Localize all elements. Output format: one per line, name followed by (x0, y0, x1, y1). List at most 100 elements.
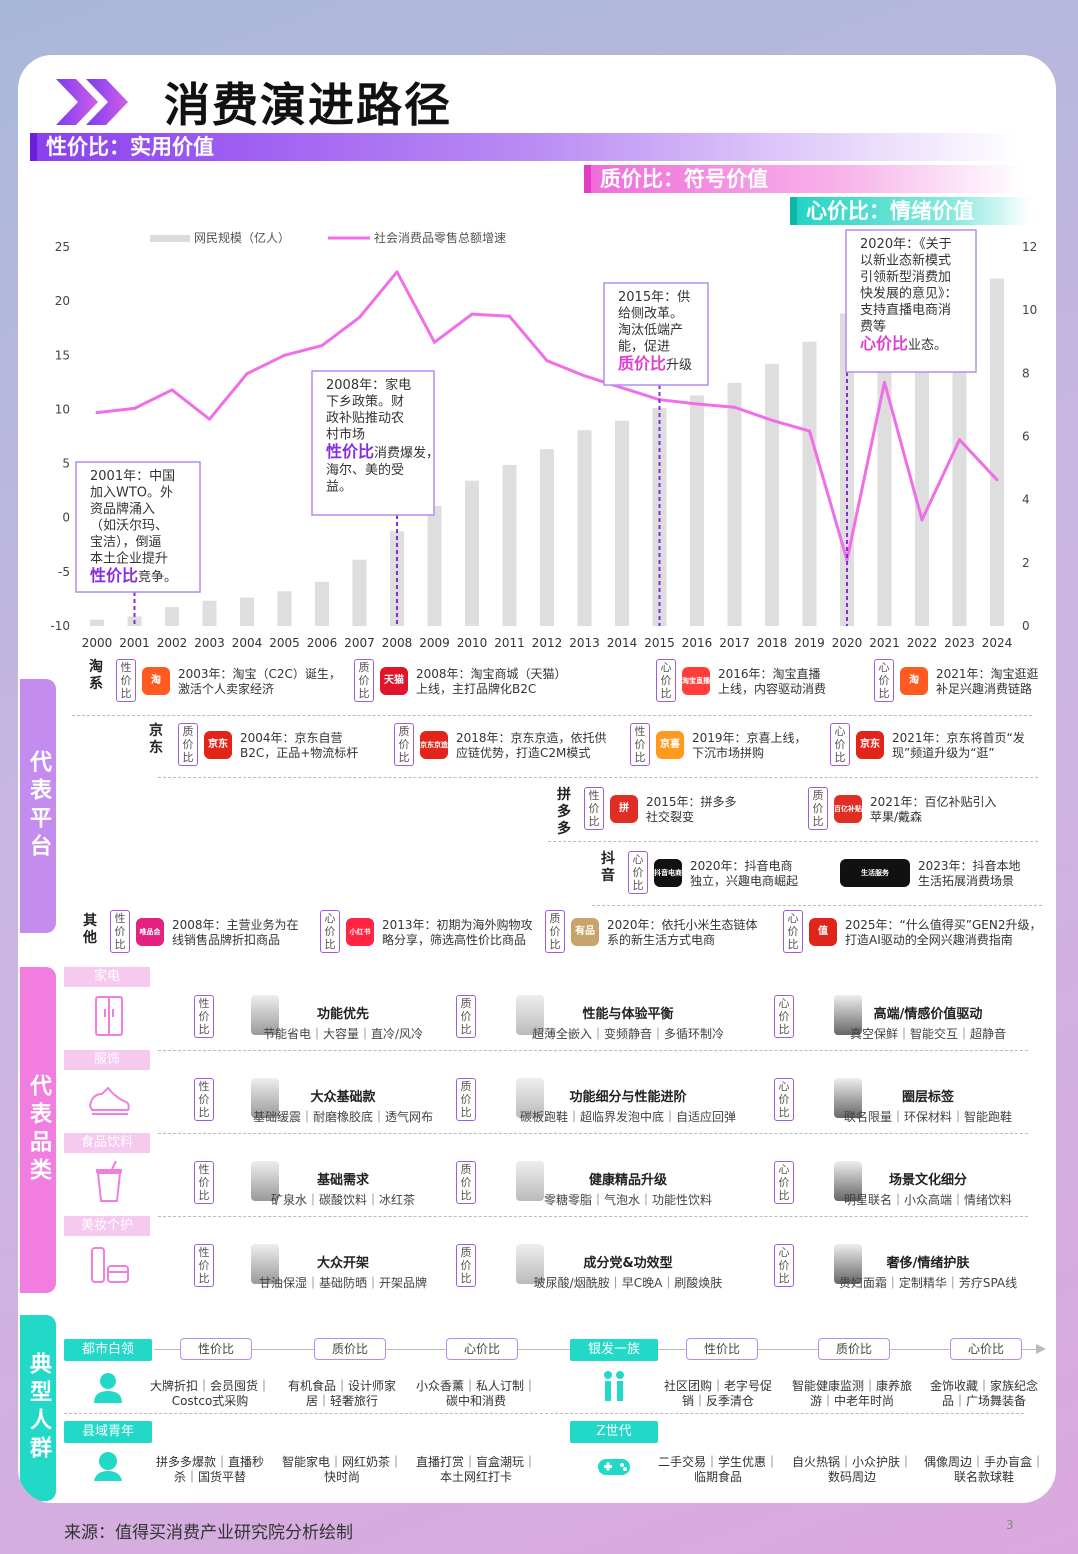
category-item-title: 奢侈/情绪护肤 (886, 1256, 970, 1271)
x-tick: 2015 (644, 636, 675, 650)
platform-logo-icon: 有品 (571, 918, 599, 946)
category-item-sub: 玻尿酸/烟酰胺｜早C晚A｜刷酸焕肤 (533, 1276, 723, 1290)
main-card: 消费演进路径 性价比：实用价值 质价比：符号价值 心价比：情绪价值 网民规模（亿… (18, 55, 1056, 1503)
platform-logo-icon: 拼 (610, 795, 638, 823)
crowd-header: 都市白领 (64, 1339, 152, 1361)
crowd-value-pill: 质价比 (818, 1338, 890, 1360)
source-note: 来源：值得买消费产业研究院分析绘制 (64, 1523, 353, 1543)
platform-logo-icon: 淘宝直播 (682, 667, 710, 695)
category-item-title: 大众基础款 (310, 1090, 376, 1105)
platform-event-text: 2018年：京东京造，依托供 (456, 731, 607, 745)
bar (202, 600, 217, 626)
value-tag: 性 价 比 (630, 723, 650, 766)
platform-logo-icon: 淘 (900, 667, 928, 695)
x-tick: 2001 (119, 636, 150, 650)
crowd-trait-text: 自火热锅｜小众护肤｜ 数码周边 (791, 1455, 912, 1484)
annotation-text: 质价比升级 (618, 354, 692, 373)
annotation-highlight: 心价比 (860, 334, 908, 353)
value-tag: 心 价 比 (783, 910, 803, 953)
crowd-trait-text: 金饰收藏｜家族纪念 品｜广场舞装备 (929, 1379, 1038, 1408)
value-tag: 心 价 比 (320, 910, 340, 953)
platform-event-text: B2C，正品+物流标杆 (240, 746, 359, 760)
platform-name-4: 其 他 (83, 913, 97, 946)
product-image-icon (251, 995, 279, 1035)
bar (352, 559, 367, 626)
product-image-icon (251, 1078, 279, 1118)
line-point (995, 478, 999, 482)
platform-event-text: 社交裂变 (646, 810, 695, 824)
platform-event-text: 现”频道升级为“逛” (892, 746, 995, 760)
annotation-text: 本土企业提升 (90, 551, 168, 567)
value-tag: 质 价 比 (354, 659, 374, 702)
y-right-tick: 4 (1022, 493, 1030, 507)
y-left-tick: 25 (55, 240, 70, 254)
bar (802, 341, 817, 626)
crowd-trait-text: 智能健康监测｜康养旅 游｜中老年时尚 (791, 1379, 912, 1408)
annotation-text: 能，促进 (618, 340, 670, 355)
platform-logo-icon: 淘 (142, 667, 170, 695)
annotation-text: 引领新型消费加 (860, 269, 951, 285)
category-icon-0 (86, 993, 132, 1039)
category-header: 美妆个护 (64, 1216, 150, 1236)
x-tick: 2016 (682, 636, 713, 650)
bar (577, 430, 592, 626)
platform-event-text: 激活个人卖家经济 (178, 682, 275, 696)
value-tag: 心 价 比 (830, 723, 850, 766)
platform-event-text: 2008年：淘宝商城（天猫） (416, 667, 567, 681)
platform-event-text: 2021年：百亿补贴引入 (870, 795, 997, 809)
y-left-tick: 20 (55, 294, 70, 308)
bar (690, 395, 704, 626)
crowd-trait-text: 大牌折扣｜会员囤货｜ Costco式采购 (149, 1379, 270, 1408)
value-tag: 心 价 比 (874, 659, 894, 702)
category-item-title: 基础需求 (316, 1173, 369, 1188)
x-tick: 2006 (307, 636, 338, 650)
annotation-box (311, 370, 435, 516)
category-item-sub: 超薄全嵌入｜变频静音｜多循环制冷 (531, 1027, 724, 1041)
category-icon-1 (86, 1076, 132, 1122)
product-image-icon (834, 995, 862, 1035)
platform-logo-icon: 天猫 (380, 667, 408, 695)
product-image-icon (834, 1161, 862, 1201)
annotation-highlight: 性价比 (326, 442, 374, 461)
y-right-tick: 2 (1022, 556, 1030, 570)
x-tick: 2000 (82, 636, 113, 650)
page-title: 消费演进路径 (164, 78, 452, 132)
platform-logo-icon: 京东 (856, 731, 884, 759)
annotation-text: 益。 (326, 480, 352, 495)
category-item-sub: 甘油保湿｜基础防晒｜开架品牌 (258, 1276, 427, 1290)
value-tag: 心 价 比 (774, 1078, 794, 1121)
platform-event-text: 2008年：主营业务为在 (172, 918, 299, 932)
legend-bar-label: 网民规模（亿人） (194, 230, 290, 245)
annotation-text: 海尔、美的受 (326, 462, 404, 478)
platform-logo-icon: 抖音电商 (654, 859, 682, 887)
separator-line (158, 1216, 1028, 1217)
separator-line (548, 841, 1038, 842)
value-tag: 心 价 比 (774, 1161, 794, 1204)
y-right-tick: 0 (1022, 619, 1030, 633)
x-tick: 2008 (382, 636, 413, 650)
band-xingjiabi: 性价比：实用价值 (30, 133, 1020, 161)
category-item-title: 场景文化细分 (888, 1173, 967, 1188)
bar (315, 581, 329, 626)
x-tick: 2011 (494, 636, 525, 650)
platform-logo-icon: 唯品会 (136, 918, 164, 946)
product-image-icon (834, 1078, 862, 1118)
platform-name-1: 京 东 (149, 723, 163, 756)
x-tick: 2005 (269, 636, 300, 650)
category-item-sub: 碳板跑鞋｜超临界发泡中底｜自适应回弹 (519, 1110, 736, 1124)
bar (652, 408, 667, 626)
annotation-text: 2008年：家电 (326, 377, 411, 393)
separator-line (64, 1413, 1024, 1414)
value-tag: 质 价 比 (456, 1078, 476, 1121)
platform-logo-icon: 生活服务 (840, 859, 910, 887)
legend-line-label: 社会消费品零售总额增速 (374, 230, 506, 245)
platform-event-text: 上线，内容驱动消费 (718, 682, 827, 696)
platform-event-text: 2019年：京喜上线， (692, 731, 807, 745)
x-tick: 2024 (982, 636, 1013, 650)
separator-line (158, 1133, 1028, 1134)
annotation-box (845, 229, 977, 373)
annotation-tail: 升级 (666, 358, 692, 373)
bar (165, 607, 179, 626)
value-tag: 质 价 比 (456, 995, 476, 1038)
page-number: 3 (1006, 1518, 1014, 1532)
